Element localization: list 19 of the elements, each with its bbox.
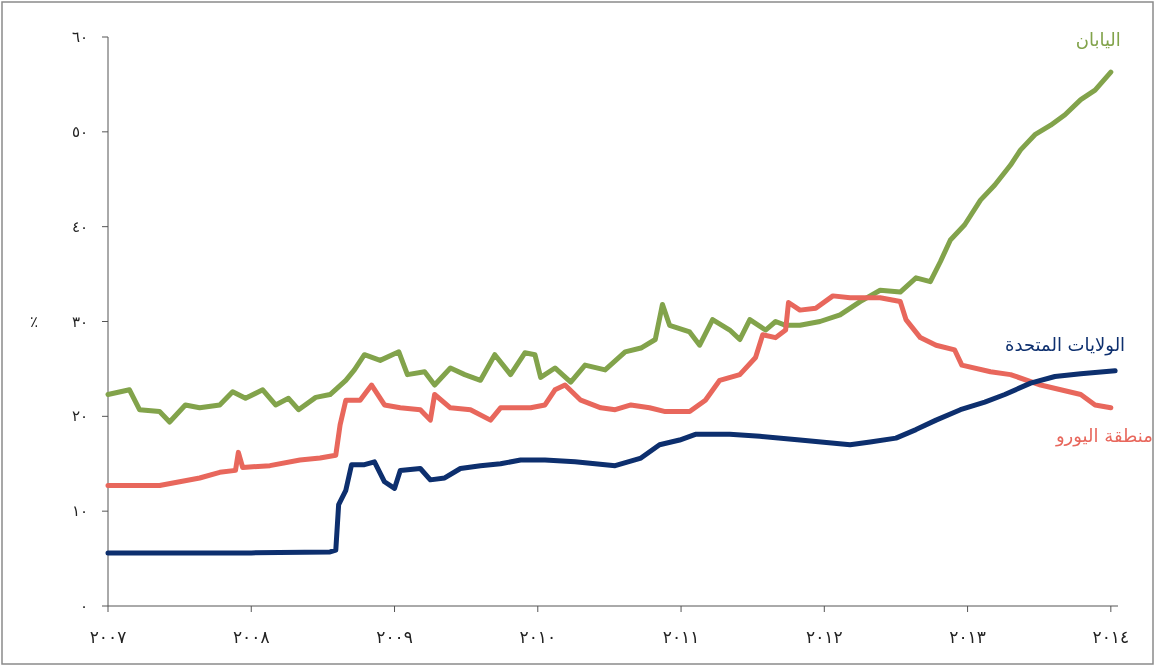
x-tick-label: ٢٠٠٨ <box>233 627 270 647</box>
x-tick-label: ٢٠١٣ <box>949 627 986 647</box>
y-tick-label: ٥٠ <box>71 122 88 141</box>
y-tick-label: ٠ <box>79 597 88 615</box>
y-tick-label: ٣٠ <box>71 312 88 331</box>
x-tick-label: ٢٠١٢ <box>806 627 843 647</box>
x-tick-label: ٢٠١٠ <box>519 627 557 647</box>
y-tick-label: ٤٠ <box>71 217 88 236</box>
y-axis-title: ٪ <box>29 312 39 331</box>
series-label: الولايات المتحدة <box>1005 333 1126 356</box>
x-tick-label: ٢٠١١ <box>662 627 700 647</box>
y-tick-label: ٢٠ <box>71 407 88 426</box>
x-tick-label: ٢٠١٤ <box>1092 627 1130 647</box>
y-tick-label: ١٠ <box>71 502 88 521</box>
x-tick-label: ٢٠٠٩ <box>376 627 413 647</box>
y-tick-label: ٦٠ <box>71 28 88 46</box>
series-label: منطقة اليورو <box>1054 424 1153 447</box>
x-tick-label: ٢٠٠٧ <box>89 627 127 647</box>
series-label: اليابان <box>1075 29 1121 51</box>
